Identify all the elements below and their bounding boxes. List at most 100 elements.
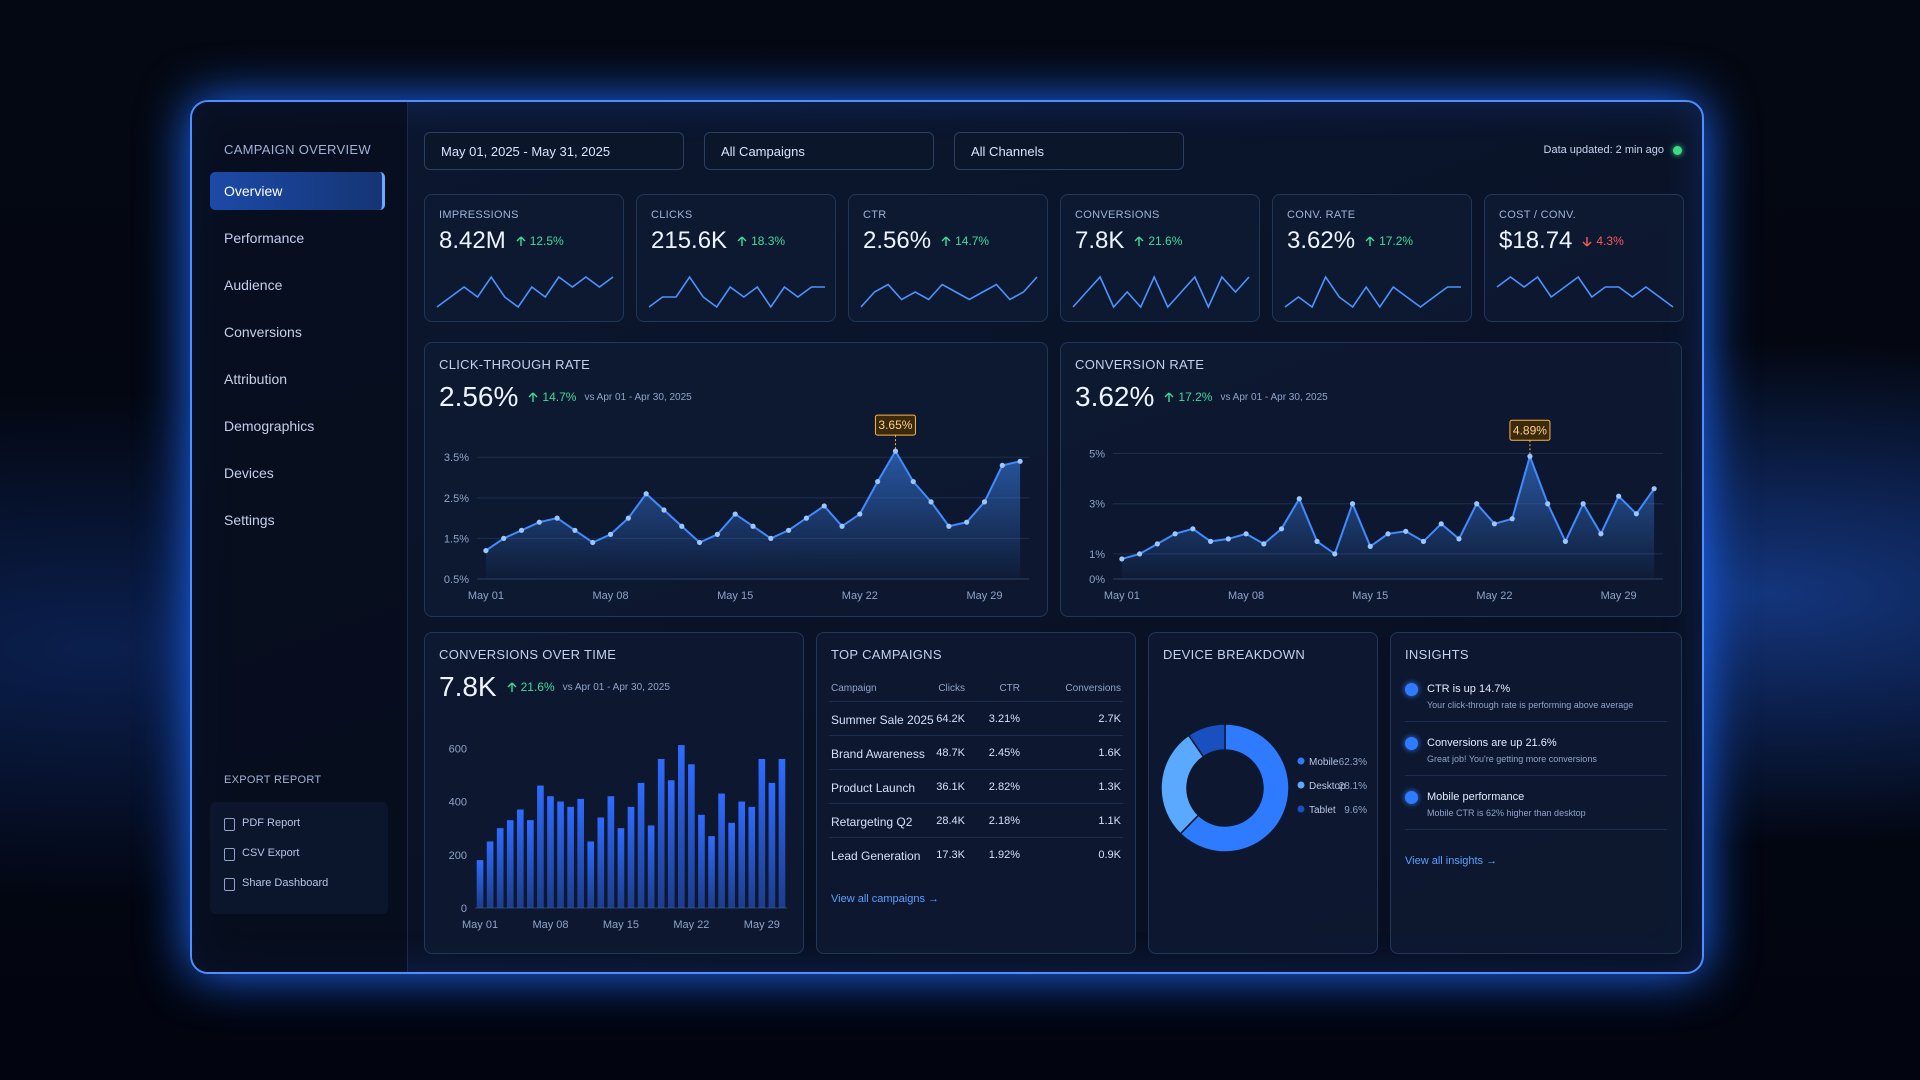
headline-row: 3.62% 17.2% vs Apr 01 - Apr 30, 2025 — [1075, 381, 1328, 413]
kpi-change: 21.6% — [1148, 234, 1183, 248]
legend-dot — [1297, 781, 1305, 789]
arrow-shape — [507, 682, 517, 692]
x-tick-label: May 15 — [717, 590, 753, 602]
nav-item[interactable]: Devices — [224, 465, 274, 481]
point — [892, 448, 899, 454]
legend-value: 62.3% — [1339, 757, 1367, 768]
chart-area — [1284, 275, 1461, 309]
point — [768, 535, 774, 542]
nav-item[interactable]: Settings — [224, 512, 275, 528]
kpi-change: 4.3% — [1596, 234, 1624, 248]
chart-area — [860, 276, 1038, 308]
date-filter[interactable]: May 01, 2025 - May 31, 2025 — [424, 132, 684, 170]
bar — [547, 796, 554, 908]
point — [732, 511, 738, 517]
chart-title: DEVICE BREAKDOWN — [1163, 647, 1306, 662]
point — [501, 535, 507, 542]
headline-change: 21.6% — [520, 680, 555, 694]
table-cell: 2.82% — [988, 781, 1020, 793]
point — [750, 523, 756, 529]
export-item[interactable]: PDF Report — [242, 817, 301, 829]
insight-icon — [1405, 791, 1418, 804]
kpi-row: 2.56% 14.7% — [863, 227, 989, 255]
point — [1438, 521, 1444, 527]
x-tick-label: May 08 — [593, 590, 629, 602]
headline: 2.56% — [439, 381, 519, 412]
channel-filter[interactable]: All Channels — [954, 132, 1184, 170]
table-cell: 3.21% — [988, 713, 1020, 725]
trend-arrow — [507, 682, 517, 692]
point — [1491, 521, 1498, 527]
arrow-shape — [528, 392, 538, 402]
chart-area — [1072, 275, 1250, 309]
comparison: vs Apr 01 - Apr 30, 2025 — [562, 681, 670, 693]
x-tick-label: May 08 — [532, 919, 568, 931]
point — [1172, 531, 1178, 537]
bar — [728, 822, 735, 908]
table-cell: 2.7K — [1098, 713, 1121, 725]
point — [821, 503, 827, 509]
point — [679, 523, 685, 529]
table-cell: Retargeting Q2 — [831, 815, 913, 829]
table-cell: 48.7K — [936, 747, 965, 759]
x-tick-label: May 29 — [966, 590, 1002, 602]
insight-divider — [1405, 829, 1667, 830]
table-cell: 28.4K — [936, 815, 965, 827]
kpi-row: 7.8K 21.6% — [1075, 227, 1182, 255]
export-icon — [224, 878, 235, 891]
nav-item[interactable]: Performance — [224, 230, 305, 246]
kpi-card: COST / CONV. $18.74 4.3% — [1484, 194, 1684, 322]
nav-item[interactable]: Overview — [210, 172, 385, 210]
bar — [527, 820, 534, 908]
campaign-filter[interactable]: All Campaigns — [704, 132, 934, 170]
nav-item[interactable]: Attribution — [224, 371, 288, 387]
headline-change: 14.7% — [542, 390, 577, 404]
bar — [476, 860, 484, 908]
x-tick-label: May 22 — [842, 590, 878, 602]
nav-item[interactable]: Demographics — [224, 418, 315, 434]
kpi-value: 8.42M — [439, 227, 506, 254]
sparkline — [1072, 275, 1250, 309]
table-cell: 36.1K — [936, 781, 965, 793]
kpi-row: 215.6K 18.3% — [651, 227, 785, 255]
nav-item[interactable]: Conversions — [224, 324, 302, 340]
point — [554, 515, 560, 521]
dashboard: CAMPAIGN OVERVIEW EXPORT REPORT Overview… — [190, 100, 1704, 974]
point — [839, 523, 845, 529]
kpi-value: 7.8K — [1075, 227, 1125, 254]
point — [999, 462, 1005, 468]
column-header: Conversions — [1065, 683, 1121, 694]
table-link[interactable]: View all campaigns → — [831, 893, 940, 905]
point — [1190, 526, 1196, 532]
arrow-shape — [737, 236, 747, 246]
insight-icon — [1405, 737, 1418, 750]
table-cell: Brand Awareness — [831, 747, 925, 761]
y-tick-label: 200 — [449, 850, 467, 862]
point — [1474, 501, 1480, 507]
insight-divider — [1405, 775, 1667, 776]
x-tick-label: May 22 — [673, 919, 709, 931]
donut-slice — [1187, 723, 1226, 758]
table-cell: 2.18% — [988, 815, 1020, 827]
export-item[interactable]: CSV Export — [242, 847, 300, 859]
point — [661, 507, 667, 513]
row-divider — [829, 803, 1123, 804]
bar — [778, 758, 786, 908]
nav-item[interactable]: Audience — [224, 277, 283, 293]
headline-row: 7.8K 21.6% vs Apr 01 - Apr 30, 2025 — [439, 671, 670, 703]
point — [714, 531, 720, 537]
x-tick-label: May 01 — [1104, 590, 1140, 602]
export-item[interactable]: Share Dashboard — [242, 877, 329, 889]
insight-text: Your click-through rate is performing ab… — [1427, 700, 1634, 710]
chart-card: CONVERSIONS OVER TIME 7.8K 21.6% vs Apr 01 … — [424, 632, 804, 954]
comparison: vs Apr 01 - Apr 30, 2025 — [1220, 391, 1328, 403]
y-tick-label: 3% — [1089, 499, 1105, 511]
callout-label: 3.65% — [878, 418, 912, 432]
kpi-row: 3.62% 17.2% — [1287, 227, 1413, 255]
kpi-value: 3.62% — [1287, 227, 1356, 254]
bar — [617, 828, 625, 908]
insights-link[interactable]: View all insights → — [1405, 855, 1498, 867]
x-tick-label: May 08 — [1228, 590, 1264, 602]
trend-arrow — [1164, 392, 1174, 402]
